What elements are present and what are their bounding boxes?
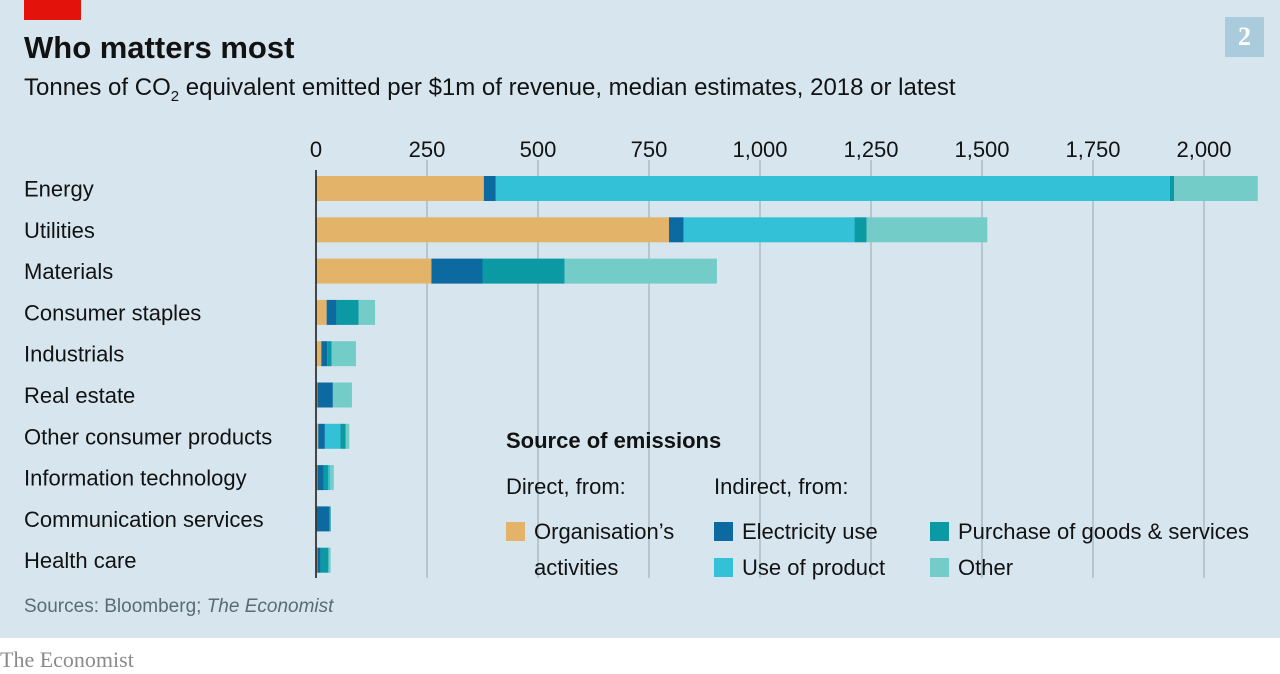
- bar-segment-electricity: [318, 423, 325, 449]
- bar-segment-other: [332, 382, 352, 408]
- bar-segment-purchase-2: [854, 217, 867, 243]
- x-tick-label: 750: [631, 137, 668, 162]
- bar-segment-other: [1174, 176, 1258, 201]
- legend-direct-heading: Direct, from:: [506, 474, 626, 499]
- category-label: Communication services: [24, 507, 264, 532]
- x-tick-label: 500: [520, 137, 557, 162]
- bar-segment-use-of_product: [324, 423, 341, 449]
- chart-panel: [0, 0, 1280, 638]
- category-label: Consumer staples: [24, 300, 201, 325]
- bar-segment-organisation: [316, 176, 484, 201]
- category-label: Other consumer products: [24, 424, 272, 449]
- bar-segment-purchase: [327, 341, 332, 367]
- bar-segment-other: [328, 547, 331, 573]
- subtitle-text-end: equivalent emitted per $1m of revenue, m…: [179, 74, 956, 101]
- legend-item-use-of-product: Use of product: [714, 550, 885, 586]
- bar-segment-other: [564, 258, 717, 284]
- x-tick-label: 1,000: [732, 137, 787, 162]
- legend-label-use-of-product: Use of product: [742, 555, 886, 580]
- x-tick-label: 2,000: [1176, 137, 1231, 162]
- category-label: Health care: [24, 548, 137, 573]
- bar-segment-other: [866, 217, 988, 243]
- source-prefix: Sources: Bloomberg;: [24, 596, 207, 617]
- bar-segment-purchase-2: [1169, 176, 1175, 201]
- bar-segment-other: [345, 423, 350, 449]
- category-label: Real estate: [24, 383, 135, 408]
- bar-segment-use-of_product: [327, 465, 331, 491]
- bar-segment-purchase: [482, 258, 565, 284]
- category-label: Utilities: [24, 218, 95, 243]
- bar-segment-electricity: [321, 341, 328, 367]
- category-label: Energy: [24, 177, 94, 202]
- x-tick-label: 1,500: [954, 137, 1009, 162]
- bar-segment-other: [330, 465, 334, 491]
- bar-segment-other: [331, 341, 356, 367]
- bar-segment-purchase-2: [340, 423, 346, 449]
- bar-segment-purchase: [336, 299, 359, 325]
- x-tick-label: 1,750: [1065, 137, 1120, 162]
- bar-segment-organisation: [316, 299, 327, 325]
- category-label: Industrials: [24, 342, 124, 367]
- legend-label-organisation-line2: activities: [534, 555, 619, 580]
- bar-segment-electricity: [317, 547, 321, 573]
- chart-title: Who matters most: [24, 30, 295, 65]
- bar-segment-electricity: [483, 176, 496, 201]
- bar-segment-electricity: [316, 506, 330, 532]
- source-italic: The Economist: [206, 596, 334, 617]
- bar-segment-purchase: [323, 465, 328, 491]
- bar-segment-electricity: [668, 217, 684, 243]
- legend-label-other: Other: [958, 555, 1014, 580]
- bar-segment-organisation: [316, 217, 669, 243]
- chart-number-badge: 2: [1225, 17, 1264, 57]
- legend-label-organisation: Organisation’s activities: [534, 514, 674, 586]
- chart-subtitle: Tonnes of CO2 equivalent emitted per $1m…: [24, 74, 956, 105]
- bar-segment-organisation: [316, 258, 432, 284]
- legend-label-purchase: Purchase of goods & services: [958, 519, 1250, 544]
- x-tick-label: 250: [409, 137, 446, 162]
- x-tick-label: 1,250: [843, 137, 898, 162]
- legend-swatch-purchase: [930, 522, 949, 541]
- bar-segment-organisation: [316, 423, 319, 449]
- legend-item-electricity: Electricity use: [714, 514, 878, 550]
- subtitle-text-start: Tonnes of CO: [24, 74, 171, 101]
- bar-segment-purchase: [320, 547, 329, 573]
- x-tick-label: 0: [310, 137, 322, 162]
- bar-segment-organisation: [316, 341, 322, 367]
- legend-item-purchase: Purchase of goods & services: [930, 514, 1249, 550]
- bar-segment-use-of_product: [495, 176, 1170, 201]
- brand-red-tag: [24, 0, 81, 20]
- category-labels: Energy Utilities Materials Consumer staples…: [24, 177, 272, 574]
- legend-title: Source of emissions: [506, 428, 722, 453]
- legend-swatch-organisation: [506, 522, 525, 541]
- bar-segment-electricity: [317, 465, 324, 491]
- legend-item-other: Other: [930, 550, 1013, 586]
- legend-indirect-heading: Indirect, from:: [714, 474, 849, 499]
- x-axis-ticks: 0 250 500 750 1,000 1,250 1,500 1,750 2,000: [310, 137, 1232, 162]
- category-label: Information technology: [24, 466, 247, 491]
- bar-segment-electricity: [326, 299, 337, 325]
- bar-segment-electricity: [317, 382, 333, 408]
- legend-swatch-use-of-product: [714, 558, 733, 577]
- legend-swatch-other: [930, 558, 949, 577]
- bar-segment-use-of_product: [683, 217, 855, 243]
- brand-wordmark: The Economist: [0, 647, 134, 672]
- legend-label-electricity: Electricity use: [742, 519, 878, 544]
- stacked-bar-chart: 0 250 500 750 1,000 1,250 1,500 1,750 2,000 Ener…: [24, 137, 1258, 578]
- bar-segment-electricity: [431, 258, 483, 284]
- bar-segment-purchase: [329, 506, 331, 532]
- legend-label-organisation-line1: Organisation’s: [534, 519, 675, 544]
- subtitle-subscript: 2: [170, 87, 180, 105]
- bar-segment-other: [358, 299, 376, 325]
- source-note: Sources: Bloomberg; The Economist: [24, 596, 333, 618]
- legend-item-organisation: Organisation’s activities: [506, 514, 674, 586]
- legend-swatch-electricity: [714, 522, 733, 541]
- category-label: Materials: [24, 259, 113, 284]
